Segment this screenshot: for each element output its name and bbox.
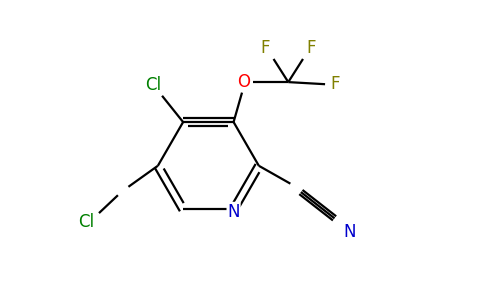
Text: N: N xyxy=(227,202,240,220)
Text: F: F xyxy=(260,39,270,57)
Text: O: O xyxy=(238,73,251,91)
Text: F: F xyxy=(331,75,340,93)
Text: N: N xyxy=(343,223,356,241)
Text: Cl: Cl xyxy=(146,76,162,94)
Text: F: F xyxy=(307,39,316,57)
Text: Cl: Cl xyxy=(78,212,94,230)
